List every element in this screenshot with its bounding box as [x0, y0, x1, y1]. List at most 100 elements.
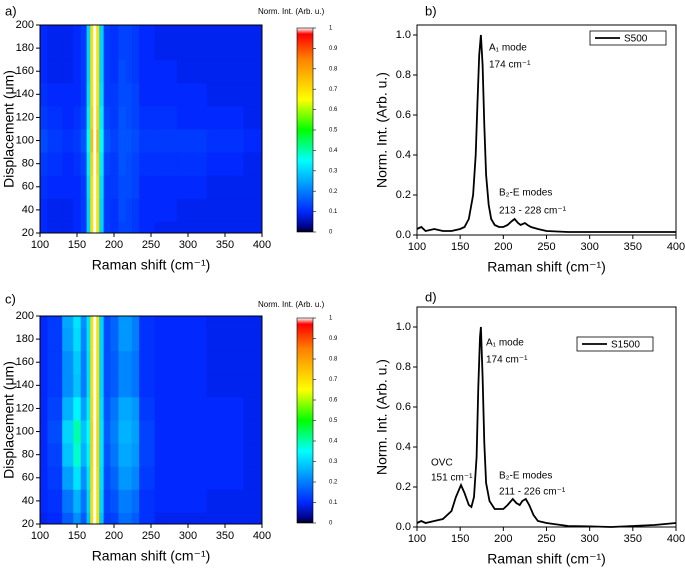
heat-cell	[40, 316, 48, 328]
heat-cell	[93, 489, 97, 513]
heat-cell	[62, 221, 74, 234]
heat-cell	[80, 105, 88, 130]
heat-cell	[103, 198, 111, 222]
heat-cell	[206, 175, 244, 199]
heat-cell	[139, 396, 156, 421]
heat-cell	[243, 327, 263, 352]
heat-cell	[90, 420, 94, 444]
heat-cell	[110, 198, 119, 222]
heat-cell	[96, 316, 100, 328]
heat-cell	[118, 152, 127, 176]
heat-cell	[139, 36, 156, 61]
plot-frame	[416, 24, 677, 236]
heat-cell	[118, 129, 127, 153]
heat-cell	[40, 221, 48, 234]
y-tick-label: 0.2	[396, 481, 411, 493]
colorbar-tick-label: 0.9	[329, 336, 338, 342]
heat-cell	[176, 316, 207, 328]
heat-cell	[131, 466, 140, 490]
heat-cell	[131, 221, 140, 234]
annotation: A₁ mode	[489, 43, 527, 54]
heat-cell	[103, 443, 111, 467]
heat-cell	[139, 25, 156, 37]
y-tick-label: 160	[16, 356, 34, 368]
heat-cell	[103, 466, 111, 490]
heat-cell	[62, 198, 74, 222]
heat-cell	[118, 175, 127, 199]
heat-cell	[125, 327, 133, 352]
heat-cell	[139, 175, 156, 199]
heat-cell	[90, 373, 94, 398]
annotation: 151 cm⁻¹	[431, 473, 473, 484]
heat-cell	[176, 373, 207, 398]
heat-cell	[80, 396, 88, 421]
heat-cell	[47, 350, 63, 375]
heat-cell	[80, 198, 88, 222]
heat-cell	[86, 198, 91, 222]
heat-cell	[125, 82, 133, 107]
heat-cell	[103, 316, 111, 328]
heat-cell	[131, 420, 140, 444]
heat-cell	[206, 25, 244, 37]
x-axis-label: Raman shift (cm⁻¹)	[92, 548, 211, 564]
heat-cell	[243, 443, 263, 467]
colorbar-tick-label: 0.9	[329, 46, 338, 52]
heat-cell	[86, 25, 91, 37]
heat-cell	[243, 36, 263, 61]
heat-cell	[99, 466, 105, 490]
heat-cell	[176, 105, 207, 130]
x-axis-label: Raman shift (cm⁻¹)	[92, 257, 211, 273]
heat-cell	[90, 512, 94, 525]
x-tick-label: 250	[142, 239, 160, 251]
colorbar-tick-label: 0.8	[329, 66, 338, 72]
heat-cell	[62, 25, 74, 37]
y-tick-label: 40	[22, 495, 34, 507]
colorbar-tick-label: 0.4	[329, 148, 338, 154]
heat-cell	[243, 512, 263, 525]
heat-cell	[110, 443, 119, 467]
heat-cell	[154, 373, 178, 398]
heat-cell	[86, 129, 91, 153]
heat-cell	[131, 327, 140, 352]
heat-cell	[243, 152, 263, 176]
heat-cell	[206, 36, 244, 61]
heat-cell	[96, 105, 100, 130]
heat-cell	[176, 466, 207, 490]
heat-cell	[90, 198, 94, 222]
heat-cell	[206, 327, 244, 352]
heat-cell	[103, 373, 111, 398]
heat-cell	[73, 175, 82, 199]
heat-cell	[139, 327, 156, 352]
heat-cell	[154, 59, 178, 84]
y-axis-label: Norm. Int. (Arb. u.)	[374, 359, 390, 475]
heat-cell	[86, 489, 91, 513]
heat-cell	[206, 59, 244, 84]
heat-cell	[96, 25, 100, 37]
heat-cell	[86, 105, 91, 130]
heat-cell	[206, 105, 244, 130]
annotation: 211 - 226 cm⁻¹	[499, 487, 566, 498]
heat-cell	[80, 512, 88, 525]
y-tick-label: 0.8	[396, 361, 411, 373]
heat-cell	[139, 129, 156, 153]
heat-cell	[80, 443, 88, 467]
heat-cell	[80, 373, 88, 398]
heat-cell	[176, 396, 207, 421]
y-tick-label: 200	[16, 19, 34, 31]
heat-cell	[243, 105, 263, 130]
y-tick-label: 60	[22, 181, 34, 193]
colorbar-tick-label: 1	[329, 26, 333, 32]
heat-cell	[125, 25, 133, 37]
heat-cell	[118, 105, 127, 130]
heat-cell	[118, 36, 127, 61]
heat-cell	[139, 420, 156, 444]
heat-cell	[139, 105, 156, 130]
heat-cell	[206, 466, 244, 490]
heat-cell	[154, 129, 178, 153]
heat-cell	[243, 82, 263, 107]
heat-cell	[118, 489, 127, 513]
heat-cell	[110, 152, 119, 176]
heat-cell	[154, 489, 178, 513]
colorbar-tick-label: 0.5	[329, 418, 338, 424]
heat-cell	[118, 443, 127, 467]
